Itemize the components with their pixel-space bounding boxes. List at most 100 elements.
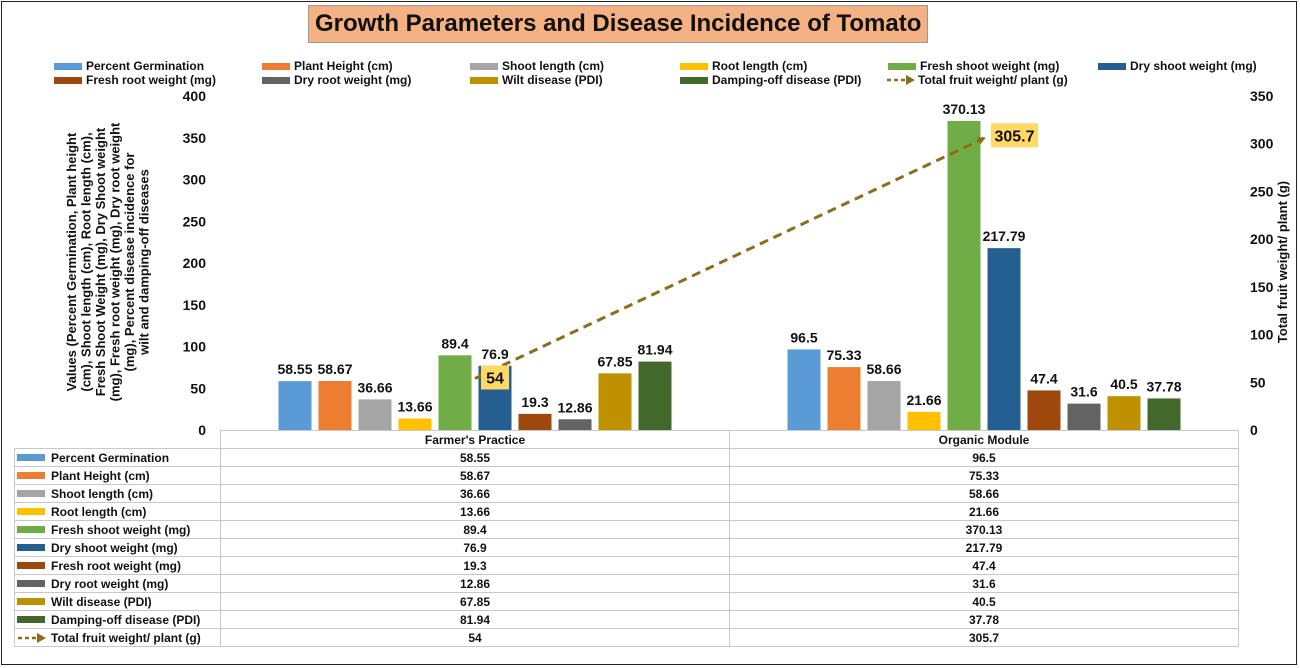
legend-swatch	[54, 62, 82, 70]
table-swatch	[17, 616, 45, 623]
line-series-group: 54 305.7	[474, 123, 1038, 390]
legend-item-plant-height: Plant Height (cm)	[262, 59, 393, 73]
legend-label: Percent Germination	[86, 59, 205, 73]
table-row-name: Dry shoot weight (mg)	[51, 540, 178, 555]
table-swatch	[17, 472, 45, 479]
bar-data-label: 36.66	[357, 379, 392, 395]
legend-swatch	[470, 76, 498, 84]
dashed-arrow-icon	[18, 632, 46, 643]
bar	[987, 248, 1021, 430]
bar-data-label: 37.78	[1146, 378, 1181, 394]
table-row-label: Damping-off disease (PDI)	[14, 610, 221, 629]
table-header-row: Farmer's Practice Organic Module	[14, 430, 1239, 449]
legend-item-damping-off-disease: Damping-off disease (PDI)	[680, 73, 861, 87]
total-fruit-weight-line	[474, 136, 986, 380]
table-row: Damping-off disease (PDI) 81.94 37.78	[14, 610, 1239, 629]
legend-item-dry-shoot-weight: Dry shoot weight (mg)	[1098, 59, 1257, 73]
legend-item-total-fruit-weight: Total fruit weight/ plant (g)	[886, 73, 1068, 87]
bar	[438, 355, 472, 430]
table-row-label: Root length (cm)	[14, 502, 221, 521]
bar-data-label: 31.6	[1070, 384, 1097, 400]
table-swatch	[17, 544, 45, 551]
table-row-label: Fresh root weight (mg)	[14, 556, 221, 575]
line-label-box	[481, 365, 509, 390]
table-row: Dry shoot weight (mg) 76.9 217.79	[14, 538, 1239, 557]
bar-data-label: 217.79	[983, 228, 1026, 244]
y-tick-label: 0	[198, 422, 206, 438]
legend-swatch	[680, 62, 708, 70]
table-row: Wilt disease (PDI) 67.85 40.5	[14, 592, 1239, 611]
bar-data-label: 58.66	[866, 361, 901, 377]
table-row: Fresh root weight (mg) 19.3 47.4	[14, 556, 1239, 575]
y2-tick-label: 50	[1250, 374, 1266, 390]
bar	[1107, 396, 1141, 430]
table-cell: 217.79	[729, 538, 1239, 557]
bar-series-group	[278, 120, 1181, 430]
legend-swatch	[1098, 62, 1126, 70]
y-axis-title-line: wilt and damping-off diseases	[136, 169, 151, 356]
y-tick-label: 350	[183, 130, 207, 146]
bar-data-label: 76.9	[481, 346, 508, 362]
bar-data-label: 67.85	[597, 353, 632, 369]
y-axis-left-title: Values (Percent Germination, Plant heigh…	[64, 122, 152, 401]
table-row-name: Dry root weight (mg)	[51, 576, 169, 591]
y-axis-right-title: Total fruit weight/ plant (g)	[1275, 181, 1290, 343]
y-axis-right: 0 50 100 150 200 250 300 350	[1250, 88, 1274, 438]
y2-tick-label: 250	[1250, 183, 1274, 199]
y-axis-left: 0 50 100 150 200 250 300 350 400	[183, 88, 207, 438]
legend-item-root-length: Root length (cm)	[680, 59, 807, 73]
legend-label: Total fruit weight/ plant (g)	[918, 73, 1068, 87]
table-row-name: Total fruit weight/ plant (g)	[51, 630, 201, 645]
y-tick-label: 200	[183, 255, 207, 271]
dashed-arrow-icon	[887, 75, 915, 85]
table-cell: 19.3	[220, 556, 730, 575]
table-header-cell: Organic Module	[729, 430, 1239, 449]
table-cell: 58.55	[220, 448, 730, 467]
y2-tick-label: 350	[1250, 88, 1274, 104]
y2-axis-title: Total fruit weight/ plant (g)	[1275, 181, 1290, 343]
table-row: Total fruit weight/ plant (g) 54 305.7	[14, 628, 1239, 647]
bar-data-label: 13.66	[397, 399, 432, 415]
chart-title-box: Growth Parameters and Disease Incidence …	[308, 5, 929, 43]
y-axis-title-line: Fresh Shoot Weight (mg), Dry Shoot weigh…	[93, 127, 108, 396]
table-header-cell: Farmer's Practice	[220, 430, 730, 449]
y-tick-label: 250	[183, 213, 207, 229]
table-corner	[14, 430, 221, 449]
table-cell: 31.6	[729, 574, 1239, 593]
bar-data-label: 47.4	[1030, 370, 1057, 386]
legend-label: Fresh shoot weight (mg)	[920, 59, 1060, 73]
legend-label: Fresh root weight (mg)	[86, 73, 216, 87]
bar-data-label: 81.94	[637, 342, 672, 358]
table-row: Shoot length (cm) 36.66 58.66	[14, 484, 1239, 503]
legend-item-percent-germination: Percent Germination	[54, 59, 204, 73]
y-axis-title-line: (cm), Shoot length (cm), Root length (cm…	[78, 132, 93, 391]
table-row-label: Shoot length (cm)	[14, 484, 221, 503]
bar	[1147, 398, 1181, 430]
y-tick-label: 150	[183, 297, 207, 313]
table-cell: 75.33	[729, 466, 1239, 485]
table-row-label: Dry root weight (mg)	[14, 574, 221, 593]
table-cell: 37.78	[729, 610, 1239, 629]
table-cell: 67.85	[220, 592, 730, 611]
table-row-name: Fresh root weight (mg)	[51, 558, 181, 573]
bar-data-label: 58.67	[317, 361, 352, 377]
bar	[1027, 390, 1061, 430]
table-swatch	[17, 562, 45, 569]
legend-label: Damping-off disease (PDI)	[712, 73, 862, 87]
bar	[278, 381, 312, 430]
table-cell: 47.4	[729, 556, 1239, 575]
table-cell: 76.9	[220, 538, 730, 557]
legend-swatch	[888, 62, 916, 70]
legend-label: Shoot length (cm)	[502, 59, 604, 73]
legend-swatch	[680, 76, 708, 84]
legend-swatch	[470, 62, 498, 70]
table-row-name: Plant Height (cm)	[51, 468, 150, 483]
table-row-label: Wilt disease (PDI)	[14, 592, 221, 611]
y2-tick-label: 100	[1250, 327, 1274, 343]
table-cell: 370.13	[729, 520, 1239, 539]
bar-data-label: 89.4	[441, 335, 468, 351]
bar	[947, 120, 981, 430]
bar-data-label: 19.3	[521, 394, 548, 410]
legend-label: Dry shoot weight (mg)	[1130, 59, 1257, 73]
legend-label: Plant Height (cm)	[294, 59, 393, 73]
